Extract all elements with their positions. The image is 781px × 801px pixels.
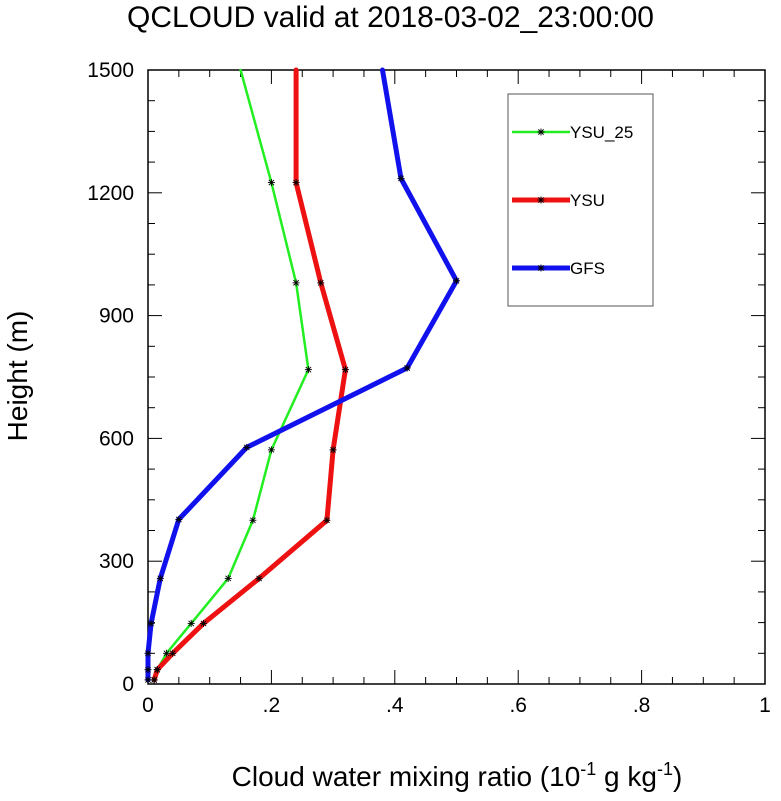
data-point-marker xyxy=(175,515,183,523)
series-line-gfs xyxy=(145,67,459,683)
data-point-marker xyxy=(537,264,545,272)
y-axis-label: Height (m) xyxy=(2,311,33,442)
x-tick-label: .2 xyxy=(263,694,281,717)
data-point-marker xyxy=(255,574,263,582)
data-point-marker xyxy=(243,443,251,451)
x-tick-label: 0 xyxy=(142,694,154,717)
y-tick-label: 1500 xyxy=(87,59,134,82)
data-point-marker xyxy=(453,277,460,285)
data-point-marker xyxy=(329,446,337,454)
data-point-marker xyxy=(187,619,195,627)
y-tick-label: 0 xyxy=(122,673,134,696)
data-point-marker xyxy=(403,364,411,372)
data-point-marker xyxy=(267,446,275,454)
y-tick-label: 300 xyxy=(99,550,134,573)
data-point-marker xyxy=(537,128,545,136)
data-point-marker xyxy=(153,666,161,674)
data-point-marker xyxy=(147,619,155,627)
data-point-marker xyxy=(156,574,164,582)
data-point-marker xyxy=(304,366,312,374)
data-point-marker xyxy=(169,649,177,657)
data-point-marker xyxy=(163,649,171,657)
data-point-marker xyxy=(144,649,152,657)
legend-label-ysu: YSU xyxy=(570,191,605,210)
data-point-marker xyxy=(200,619,208,627)
chart-title: QCLOUD valid at 2018-03-02_23:00:00 xyxy=(127,1,654,34)
legend-label-ysu_25: YSU_25 xyxy=(570,123,633,142)
x-tick-label: .6 xyxy=(509,694,527,717)
series-line-ysu xyxy=(151,67,348,683)
data-point-marker xyxy=(292,179,300,187)
x-tick-label: .8 xyxy=(633,694,651,717)
data-point-marker xyxy=(224,574,232,582)
x-axis-label: Cloud water mixing ratio (10-1 g kg-1) xyxy=(232,759,683,792)
y-tick-label: 900 xyxy=(99,305,134,328)
y-tick-label: 600 xyxy=(99,427,134,450)
data-point-marker xyxy=(341,366,349,374)
data-point-marker xyxy=(537,196,545,204)
series-line-ysu_25 xyxy=(152,68,310,682)
x-tick-label: .4 xyxy=(386,694,404,717)
data-point-marker xyxy=(249,516,257,524)
data-point-marker xyxy=(292,279,300,287)
data-point-marker xyxy=(397,174,405,182)
data-point-marker xyxy=(317,279,325,287)
legend-label-gfs: GFS xyxy=(570,259,605,278)
data-point-marker xyxy=(150,676,158,684)
data-point-marker xyxy=(144,666,152,674)
data-point-marker xyxy=(323,516,331,524)
data-point-marker xyxy=(144,676,152,684)
x-tick-label: 1 xyxy=(759,694,771,717)
y-tick-label: 1200 xyxy=(87,182,134,205)
data-point-marker xyxy=(267,179,275,187)
